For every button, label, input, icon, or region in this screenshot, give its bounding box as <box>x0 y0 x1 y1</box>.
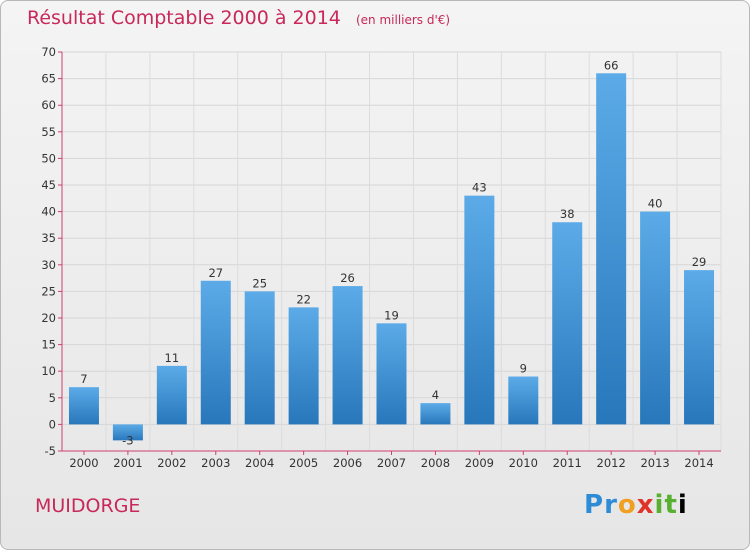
y-tick-label: 10 <box>41 364 56 378</box>
bar <box>332 286 363 425</box>
data-label: 9 <box>520 362 527 376</box>
bar <box>596 73 627 425</box>
y-tick-label: 55 <box>41 125 56 139</box>
data-label: 26 <box>340 271 355 285</box>
bar-layer <box>68 73 715 441</box>
proxiti-logo: Proxiti <box>584 490 688 520</box>
bar <box>552 222 583 425</box>
y-tick-label: 5 <box>49 391 56 405</box>
title-unit: (en milliers d'€) <box>355 13 451 27</box>
bar <box>68 387 99 425</box>
data-label: 29 <box>692 255 707 269</box>
data-label: 19 <box>384 308 399 322</box>
x-tick-label: 2002 <box>157 456 186 470</box>
data-label: -3 <box>122 433 133 447</box>
bar <box>640 211 671 425</box>
data-label: 43 <box>472 181 487 195</box>
bar <box>244 291 275 425</box>
x-tick-label: 2001 <box>113 456 142 470</box>
axis-layer: -5 0 5 10 15 20 25 30 35 40 45 50 55 60 65 70 2000 2001 20… <box>41 45 721 470</box>
x-tick-label: 2013 <box>640 456 669 470</box>
y-tick-label: -5 <box>45 444 56 458</box>
x-tick-label: 2004 <box>245 456 274 470</box>
x-tick-label: 2007 <box>377 456 406 470</box>
y-tick-label: 25 <box>41 284 56 298</box>
bar <box>508 376 539 425</box>
logo-letter: P <box>584 490 605 520</box>
x-tick-label: 2000 <box>69 456 98 470</box>
bar <box>288 307 319 425</box>
x-tick-label: 2008 <box>421 456 450 470</box>
data-label: 66 <box>604 58 619 72</box>
bar <box>112 424 143 441</box>
y-tick-label: 40 <box>41 205 56 219</box>
data-label: 7 <box>80 372 87 386</box>
y-tick-label: 0 <box>49 417 56 431</box>
data-label: 11 <box>165 351 180 365</box>
data-label: 40 <box>648 197 663 211</box>
x-tick-label: 2006 <box>333 456 362 470</box>
x-tick-label: 2014 <box>684 456 713 470</box>
y-tick-label: 65 <box>41 72 56 86</box>
logo-letter: x <box>636 490 655 520</box>
title-main: Résultat Comptable 2000 à 2014 <box>27 7 341 29</box>
x-tick-label: 2011 <box>553 456 582 470</box>
chart-title: Résultat Comptable 2000 à 2014 (en milli… <box>27 7 450 29</box>
data-label: 25 <box>252 276 267 290</box>
logo-letter: i <box>654 490 665 520</box>
x-tick-label: 2003 <box>201 456 230 470</box>
data-label: 22 <box>296 292 311 306</box>
commune-name: MUIDORGE <box>35 495 141 517</box>
y-tick-label: 15 <box>41 338 56 352</box>
data-label: 4 <box>432 388 439 402</box>
bar <box>684 270 715 425</box>
y-tick-label: 45 <box>41 178 56 192</box>
data-label: 38 <box>560 207 575 221</box>
logo-letter: t <box>664 490 678 520</box>
bar <box>200 280 231 425</box>
x-tick-label: 2005 <box>289 456 318 470</box>
y-tick-label: 70 <box>41 45 56 59</box>
label-layer: 7 -3 11 27 25 22 26 19 4 43 9 38 66 40 29 <box>80 58 706 447</box>
x-tick-label: 2010 <box>509 456 538 470</box>
bar <box>376 323 407 425</box>
data-label: 27 <box>208 266 223 280</box>
y-tick-label: 60 <box>41 98 56 112</box>
bar <box>464 195 495 425</box>
x-tick-label: 2009 <box>465 456 494 470</box>
logo-letter: r <box>604 490 618 520</box>
y-tick-label: 35 <box>41 231 56 245</box>
x-tick-label: 2012 <box>597 456 626 470</box>
bar <box>420 403 451 425</box>
y-tick-label: 20 <box>41 311 56 325</box>
logo-letter: i <box>677 490 688 520</box>
y-tick-label: 50 <box>41 151 56 165</box>
logo-letter: o <box>617 490 637 520</box>
bar <box>156 365 187 425</box>
y-tick-label: 30 <box>41 258 56 272</box>
